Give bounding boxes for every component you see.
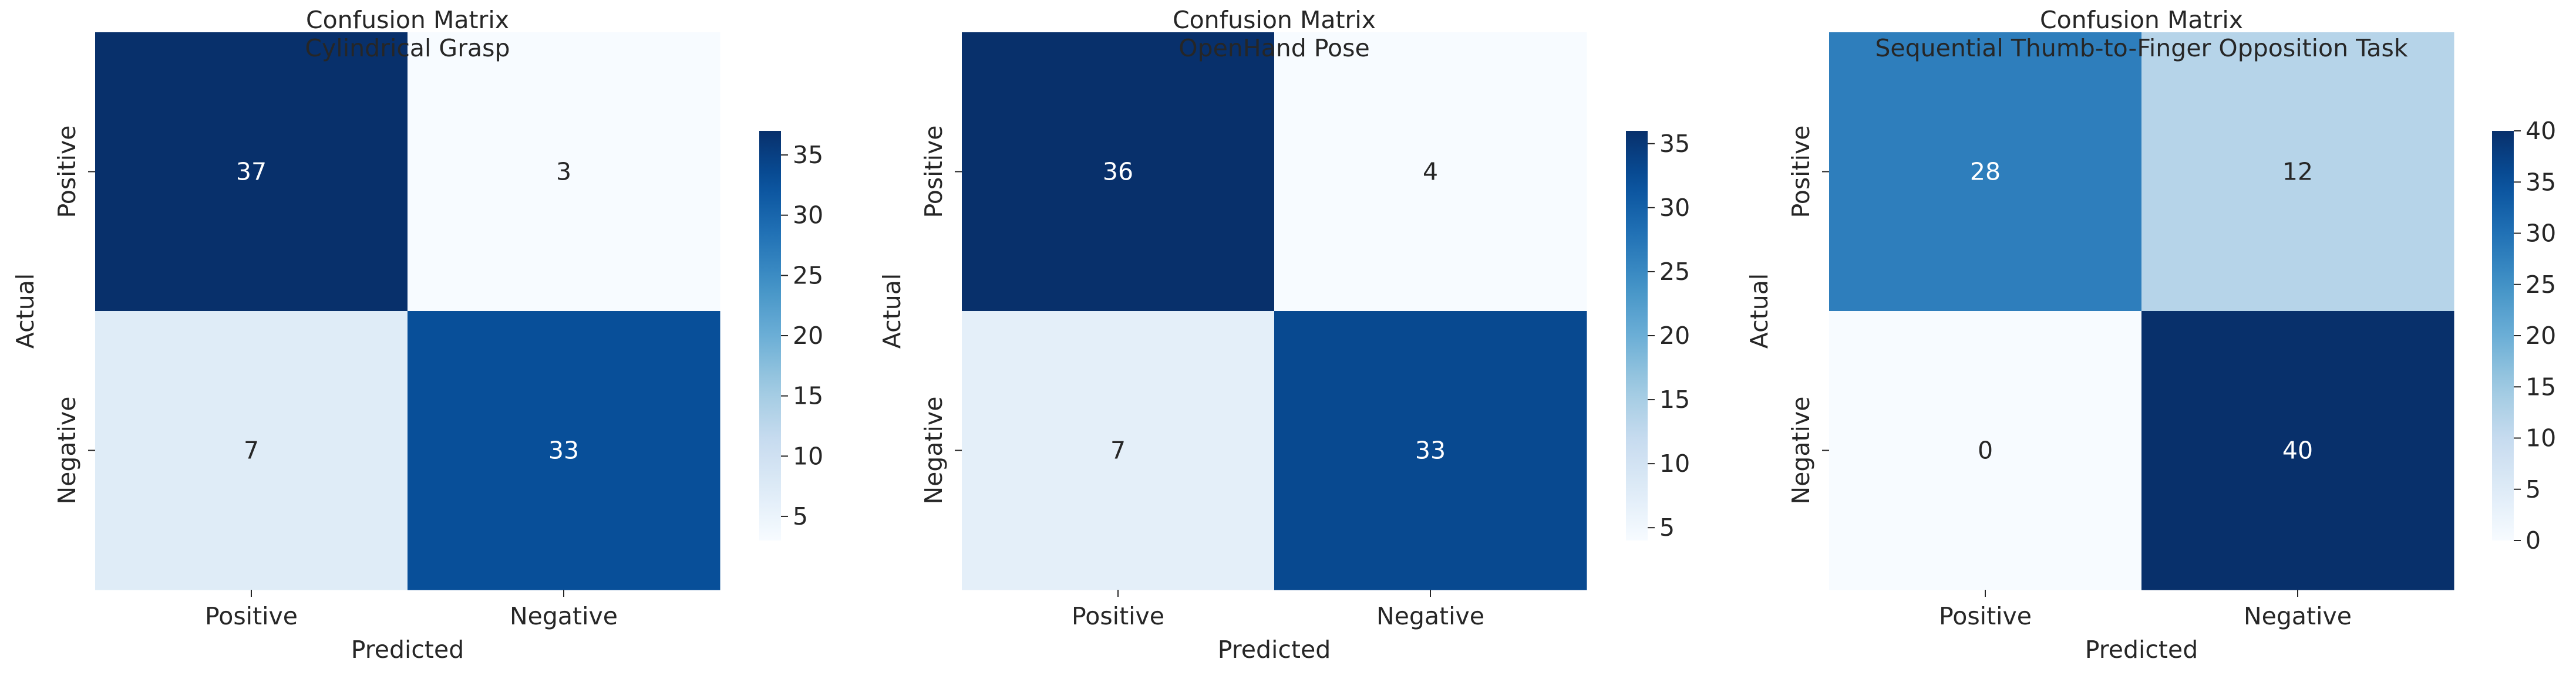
colorbar-tick-label: 25 — [2526, 271, 2556, 299]
y-tick-label: Negative — [53, 397, 81, 505]
colorbar-tick-label: 0 — [2526, 526, 2541, 555]
cell-value-label: 36 — [1103, 158, 1133, 186]
cell-value-label: 4 — [1423, 158, 1438, 186]
x-tick-label: Positive — [205, 602, 298, 630]
cell-value-label: 0 — [1978, 437, 1993, 465]
chart-subtitle: Cylindrical Grasp — [305, 34, 510, 62]
heatmap-cell — [408, 32, 720, 312]
cell-value-label: 3 — [556, 158, 571, 186]
cell-value-label: 40 — [2282, 437, 2313, 465]
colorbar-tick-label: 30 — [2526, 219, 2556, 248]
colorbar-tick-label: 30 — [1659, 194, 1690, 222]
chart-title: Confusion Matrix — [2040, 6, 2243, 34]
heatmap-cell — [1274, 32, 1587, 312]
colorbar-tick-label: 20 — [2526, 322, 2556, 350]
colorbar — [2492, 131, 2514, 540]
chart-panel-3: 28 12 0 40 Positive Negative Positive Negative P… — [1745, 6, 2556, 664]
colorbar-tick-label: 5 — [1659, 513, 1675, 542]
y-tick-label: Positive — [53, 125, 81, 218]
colorbar-tick-label: 20 — [793, 322, 823, 350]
chart-title: Confusion Matrix — [306, 6, 509, 34]
cell-value-label: 37 — [236, 158, 267, 186]
cell-value-label: 33 — [548, 437, 579, 465]
colorbar-tick-label: 15 — [1659, 386, 1690, 414]
y-axis-label: Actual — [11, 273, 39, 349]
colorbar-tick-label: 15 — [793, 382, 823, 410]
y-tick-label: Negative — [920, 397, 948, 505]
heatmap-cell — [1829, 32, 2142, 312]
colorbar-tick-label: 10 — [793, 442, 823, 470]
cell-value-label: 33 — [1415, 437, 1446, 465]
colorbar-tick-label: 5 — [793, 502, 808, 530]
colorbar-tick-label: 10 — [2526, 424, 2556, 452]
chart-subtitle: Sequential Thumb-to-Finger Opposition Ta… — [1875, 34, 2408, 62]
x-tick-label: Negative — [1376, 602, 1484, 630]
x-tick-label: Negative — [2244, 602, 2352, 630]
heatmap-cell — [2141, 311, 2454, 590]
y-tick-label: Positive — [1787, 125, 1815, 218]
y-tick-label: Positive — [920, 125, 948, 218]
colorbar-tick-label: 5 — [2526, 475, 2541, 503]
colorbar — [1626, 131, 1648, 540]
y-tick-label: Negative — [1787, 397, 1815, 505]
colorbar-tick-label: 25 — [793, 261, 823, 289]
colorbar-tick-label: 20 — [1659, 322, 1690, 350]
x-axis-label: Predicted — [1218, 636, 1331, 664]
y-axis-label: Actual — [1745, 273, 1773, 349]
colorbar — [759, 131, 781, 540]
cell-value-label: 7 — [1110, 437, 1126, 465]
x-axis-label: Predicted — [351, 636, 464, 664]
x-tick-label: Positive — [1072, 602, 1164, 630]
colorbar-tick-label: 35 — [793, 141, 823, 169]
heatmap-cell — [1829, 311, 2142, 590]
heatmap-cell — [408, 311, 720, 590]
cell-value-label: 12 — [2282, 158, 2313, 186]
colorbar-tick-label: 25 — [1659, 258, 1690, 286]
heatmap-cell — [95, 32, 408, 312]
cell-value-label: 28 — [1970, 158, 2001, 186]
colorbar-tick-label: 15 — [2526, 373, 2556, 401]
chart-panel-2: 36 4 7 33 Positive Negative Positive Negative Pr… — [878, 6, 1690, 664]
colorbar-tick-label: 35 — [2526, 168, 2556, 196]
x-tick-label: Negative — [510, 602, 618, 630]
heatmap-cell — [2141, 32, 2454, 312]
colorbar-tick-label: 30 — [793, 201, 823, 229]
heatmap-cell — [962, 311, 1275, 590]
heatmap-cell — [962, 32, 1275, 312]
cell-value-label: 7 — [244, 437, 259, 465]
colorbar-tick-label: 35 — [1659, 130, 1690, 158]
x-tick-label: Positive — [1939, 602, 2032, 630]
colorbar-tick-label: 40 — [2526, 117, 2556, 145]
x-axis-label: Predicted — [2085, 636, 2198, 664]
y-axis-label: Actual — [878, 273, 906, 349]
heatmap-cell — [1274, 311, 1587, 590]
heatmap-cell — [95, 311, 408, 590]
chart-subtitle: OpenHand Pose — [1178, 34, 1369, 62]
colorbar-tick-label: 10 — [1659, 450, 1690, 478]
chart-title: Confusion Matrix — [1173, 6, 1376, 34]
